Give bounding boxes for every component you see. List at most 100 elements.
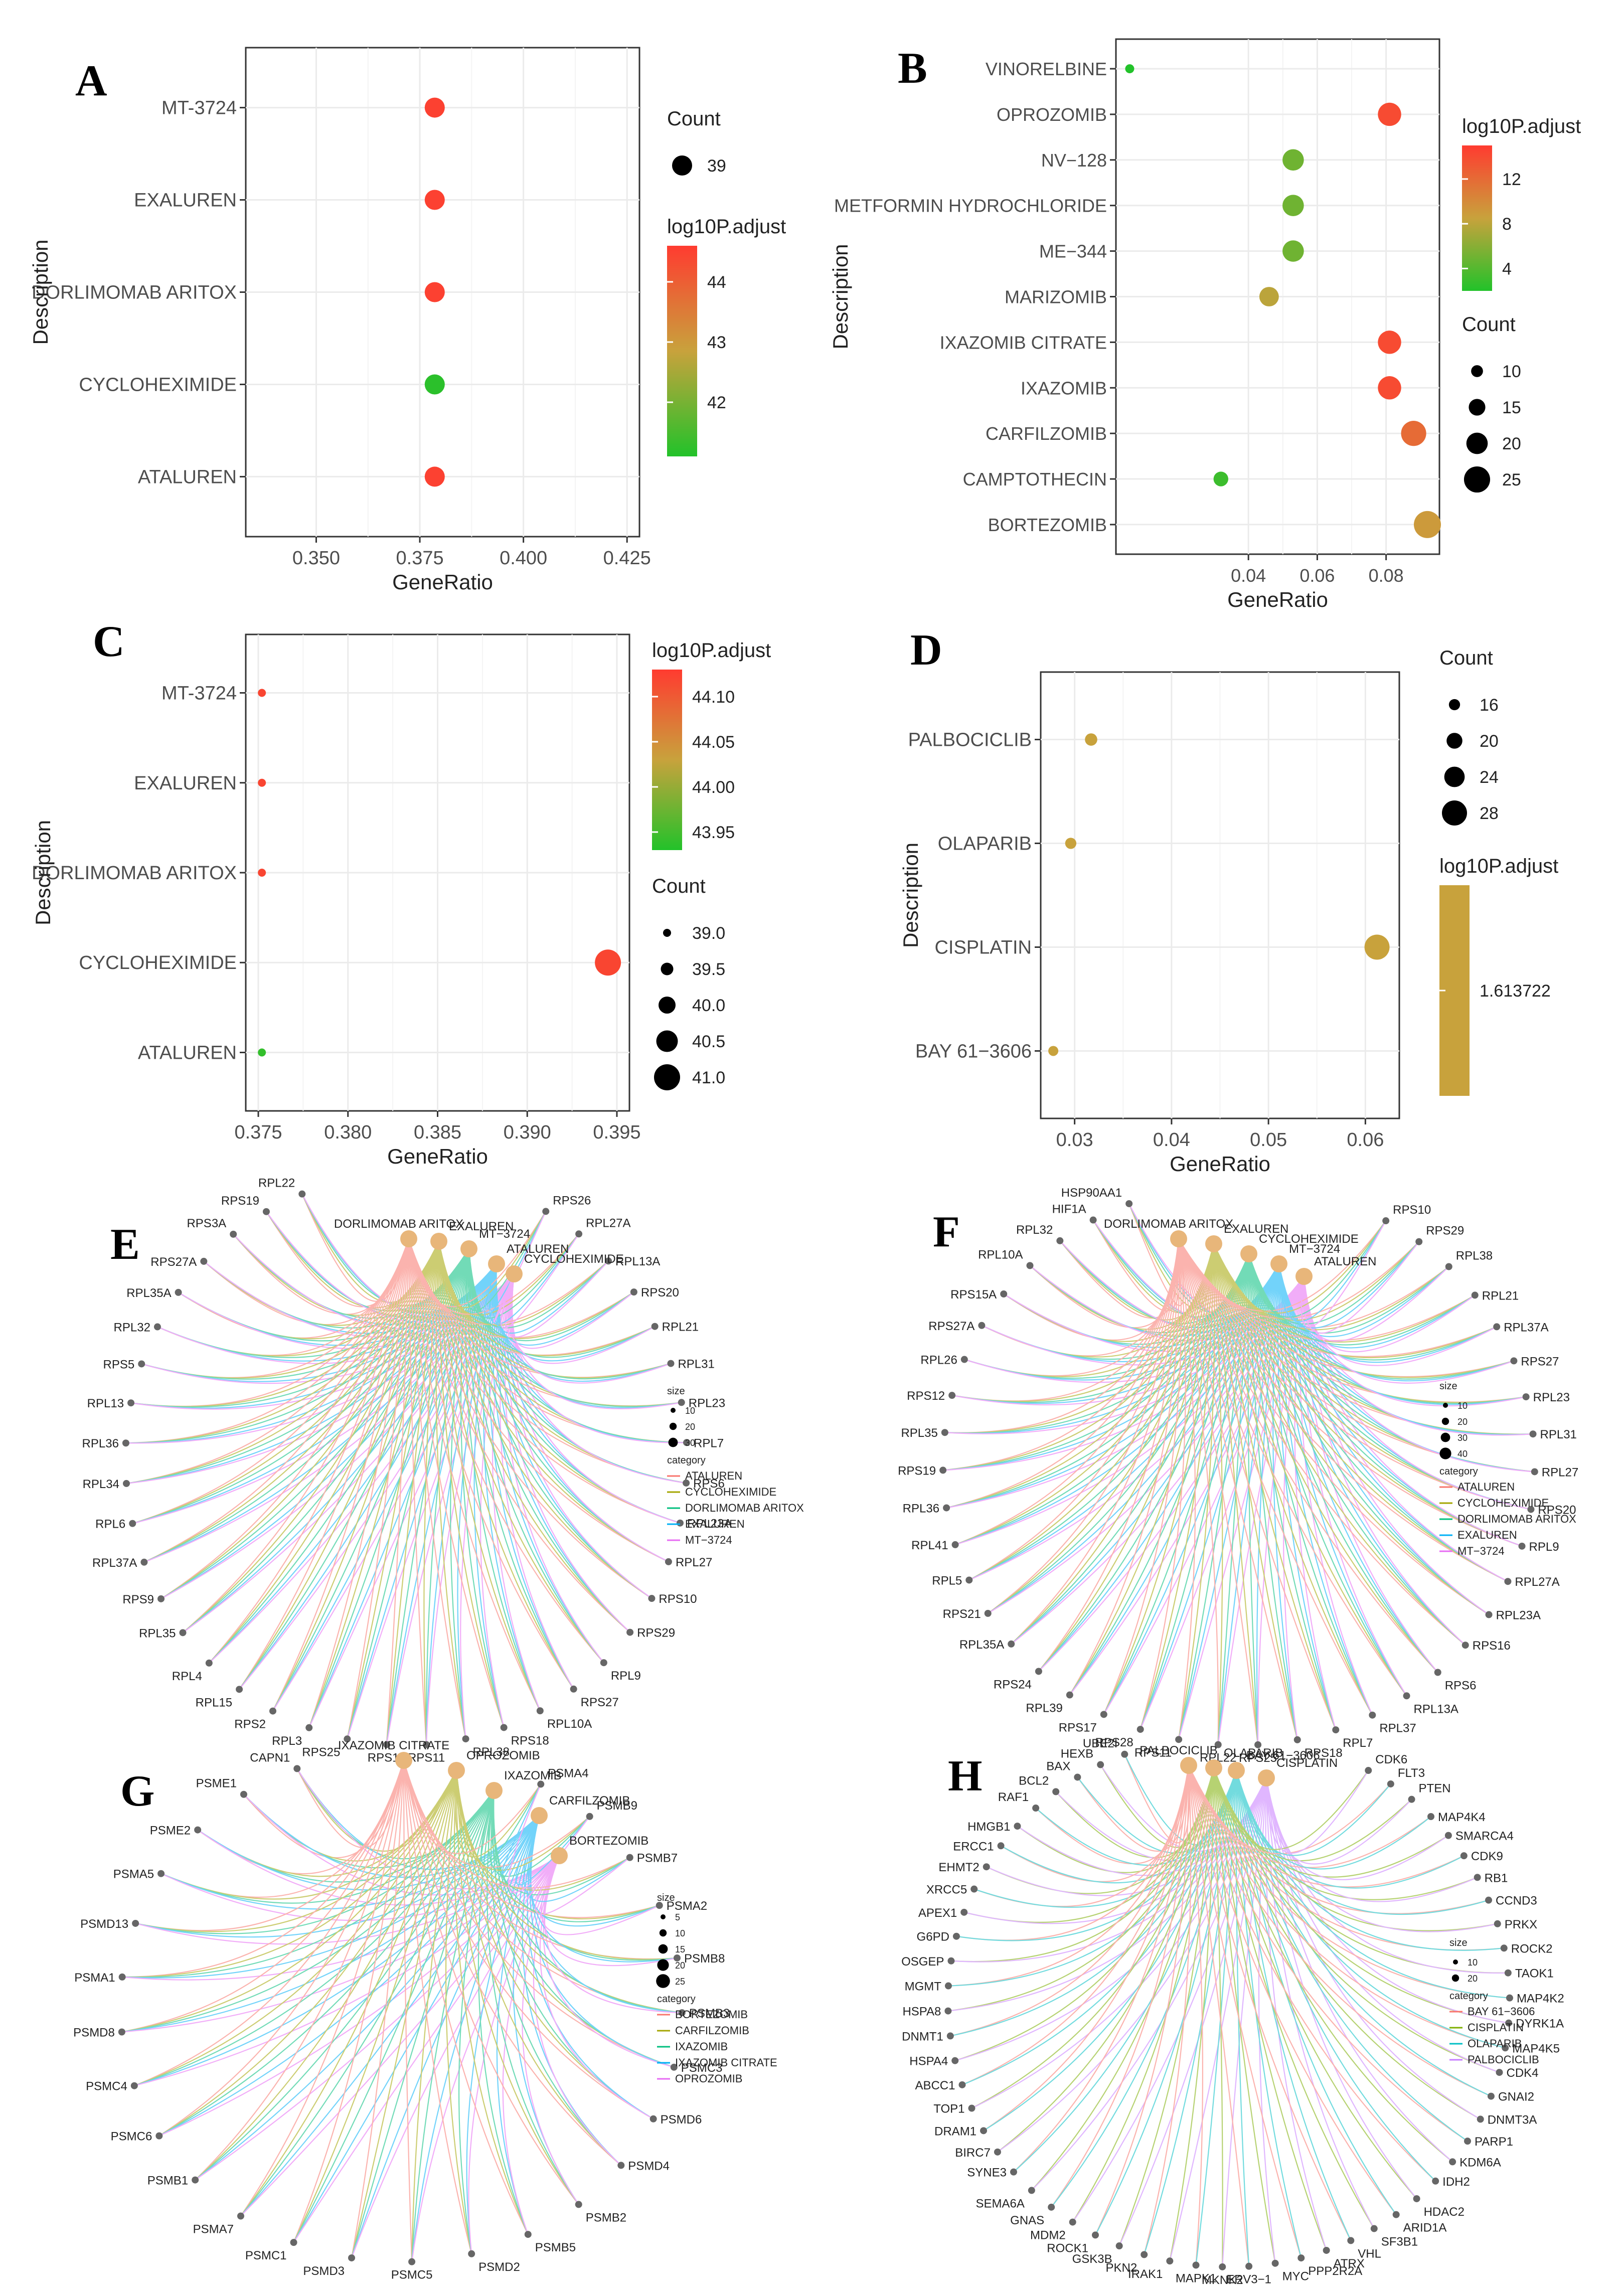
gene-node	[570, 1685, 577, 1693]
network-edge	[408, 1238, 541, 1711]
network-edge	[209, 1241, 440, 1664]
network-edge	[1188, 1765, 1352, 2241]
network-edge	[1303, 1276, 1476, 1353]
gene-label: PSMD4	[628, 2159, 670, 2173]
legend-size-label: 15	[675, 1944, 685, 1954]
gene-label: ATRX	[1334, 2257, 1365, 2270]
network-edge	[1072, 1767, 1215, 2223]
drug-hub	[1205, 1235, 1222, 1252]
y-axis-title: Description	[29, 239, 52, 345]
network-edge	[411, 1815, 540, 2262]
legend-colorbar-label: 4	[1502, 259, 1512, 278]
x-tick-label: 0.06	[1347, 1129, 1384, 1151]
gene-label: RPL31	[678, 1358, 714, 1371]
gene-node	[1010, 2168, 1017, 2176]
gene-label: DNMT3A	[1488, 2113, 1537, 2127]
network-edge	[1213, 1767, 1481, 2120]
network-edge	[1188, 1765, 1468, 2142]
network-edge	[488, 1790, 590, 1877]
legend-category-label: MT−3724	[685, 1534, 732, 1546]
network-edge	[1213, 1243, 1466, 1646]
gene-node	[965, 1576, 973, 1584]
network-edge	[403, 1760, 675, 2068]
gene-label: GNAS	[1010, 2214, 1044, 2227]
gene-node	[1403, 1692, 1410, 1700]
legend-count-dot	[1466, 432, 1488, 454]
legend-size-label: 40	[1457, 1449, 1468, 1459]
gene-node	[1293, 1736, 1301, 1743]
gene-label: RPL36	[903, 1502, 939, 1515]
gene-node	[290, 2239, 297, 2246]
network-edge	[1278, 1263, 1476, 1349]
gene-label: RPL15	[196, 1696, 232, 1709]
legend-category-label: EXALUREN	[685, 1518, 745, 1530]
network-edge	[453, 1770, 529, 2235]
network-edge	[465, 1248, 541, 1711]
legend-size-dot	[669, 1422, 677, 1430]
y-tick-label: IXAZOMIB	[1021, 378, 1107, 398]
gene-node	[997, 1842, 1005, 1850]
network-edge	[1213, 1220, 1387, 1314]
gene-label: RPS6	[1445, 1679, 1477, 1692]
gene-node	[960, 1356, 968, 1363]
network-edge	[1178, 1238, 1337, 1730]
gene-label: PKN2	[1106, 2261, 1138, 2274]
gene-node	[939, 1466, 947, 1474]
gene-node	[408, 2258, 416, 2265]
network-edge	[293, 1815, 540, 2243]
gene-node	[649, 2115, 657, 2122]
legend-size-label: 5	[675, 1912, 680, 1922]
gene-node	[140, 1558, 148, 1566]
network-edge	[135, 1815, 540, 1938]
gene-node	[1510, 1357, 1518, 1365]
data-point	[424, 190, 445, 210]
y-tick-label: DORLIMOMAB ARITOX	[32, 282, 237, 303]
drug-hub	[1270, 1255, 1287, 1272]
legend-category-title: category	[657, 1994, 696, 2005]
gene-node	[665, 1558, 672, 1565]
data-point	[1378, 102, 1401, 126]
gene-label: RPL38	[473, 1745, 510, 1759]
gene-label: ERCC1	[953, 1840, 994, 1853]
network-edge	[1103, 1238, 1182, 1715]
gene-label: ARID1A	[1403, 2221, 1447, 2235]
legend-count-dot	[1446, 733, 1463, 749]
network-edge	[386, 1241, 440, 1745]
gene-node	[673, 1954, 681, 1962]
network-edge	[1213, 1243, 1438, 1673]
gene-node	[1008, 1640, 1015, 1648]
legend-color-title: log10P.adjust	[1439, 855, 1558, 877]
network-edge	[1051, 1765, 1190, 2208]
network-edge	[466, 1815, 540, 2254]
network-edge	[1265, 1777, 1449, 1880]
network-edge	[240, 1760, 405, 2217]
gene-label: MAP4K4	[1438, 1811, 1486, 1824]
gene-label: BAX	[1046, 1759, 1070, 1773]
x-tick-label: 0.03	[1056, 1129, 1093, 1151]
gene-node	[129, 1520, 136, 1527]
panel-d: D 0.03 0.04 0.05 0.06 PALBOCICLIB OLAPARIB CISP…	[899, 626, 1558, 1176]
network-edge	[209, 1238, 410, 1664]
network-edge	[508, 1783, 560, 1893]
legend-count-label: 40.5	[692, 1032, 725, 1051]
network-edge	[435, 1241, 466, 1739]
gene-label: CAPN1	[250, 1751, 290, 1764]
panel-letter-h: H	[948, 1752, 982, 1801]
legend-size-label: 20	[1457, 1417, 1468, 1427]
network-edge	[1303, 1276, 1514, 1384]
gene-label: PSMD8	[73, 2026, 115, 2040]
gene-label: RPL37A	[1504, 1321, 1548, 1334]
gene-node	[951, 2057, 959, 2064]
panel-g: G CAPN1 PSME1 PSME2 PSMA5 PSMD13 PSMA1 PSMD8 PSM…	[73, 1739, 777, 2282]
gene-node	[656, 1902, 663, 1909]
legend-count-label: 40.0	[692, 996, 725, 1015]
legend-count-label: 15	[1502, 398, 1521, 417]
legend-size-label: 30	[1457, 1433, 1468, 1443]
legend-colorbar-label: 44.00	[692, 778, 735, 797]
gene-node	[542, 1208, 550, 1215]
gene-node	[237, 2212, 244, 2220]
drug-hub	[506, 1265, 523, 1282]
network-edge	[946, 1238, 1180, 1509]
gene-label: RPS19	[898, 1464, 936, 1478]
network-edge	[160, 1770, 457, 1900]
